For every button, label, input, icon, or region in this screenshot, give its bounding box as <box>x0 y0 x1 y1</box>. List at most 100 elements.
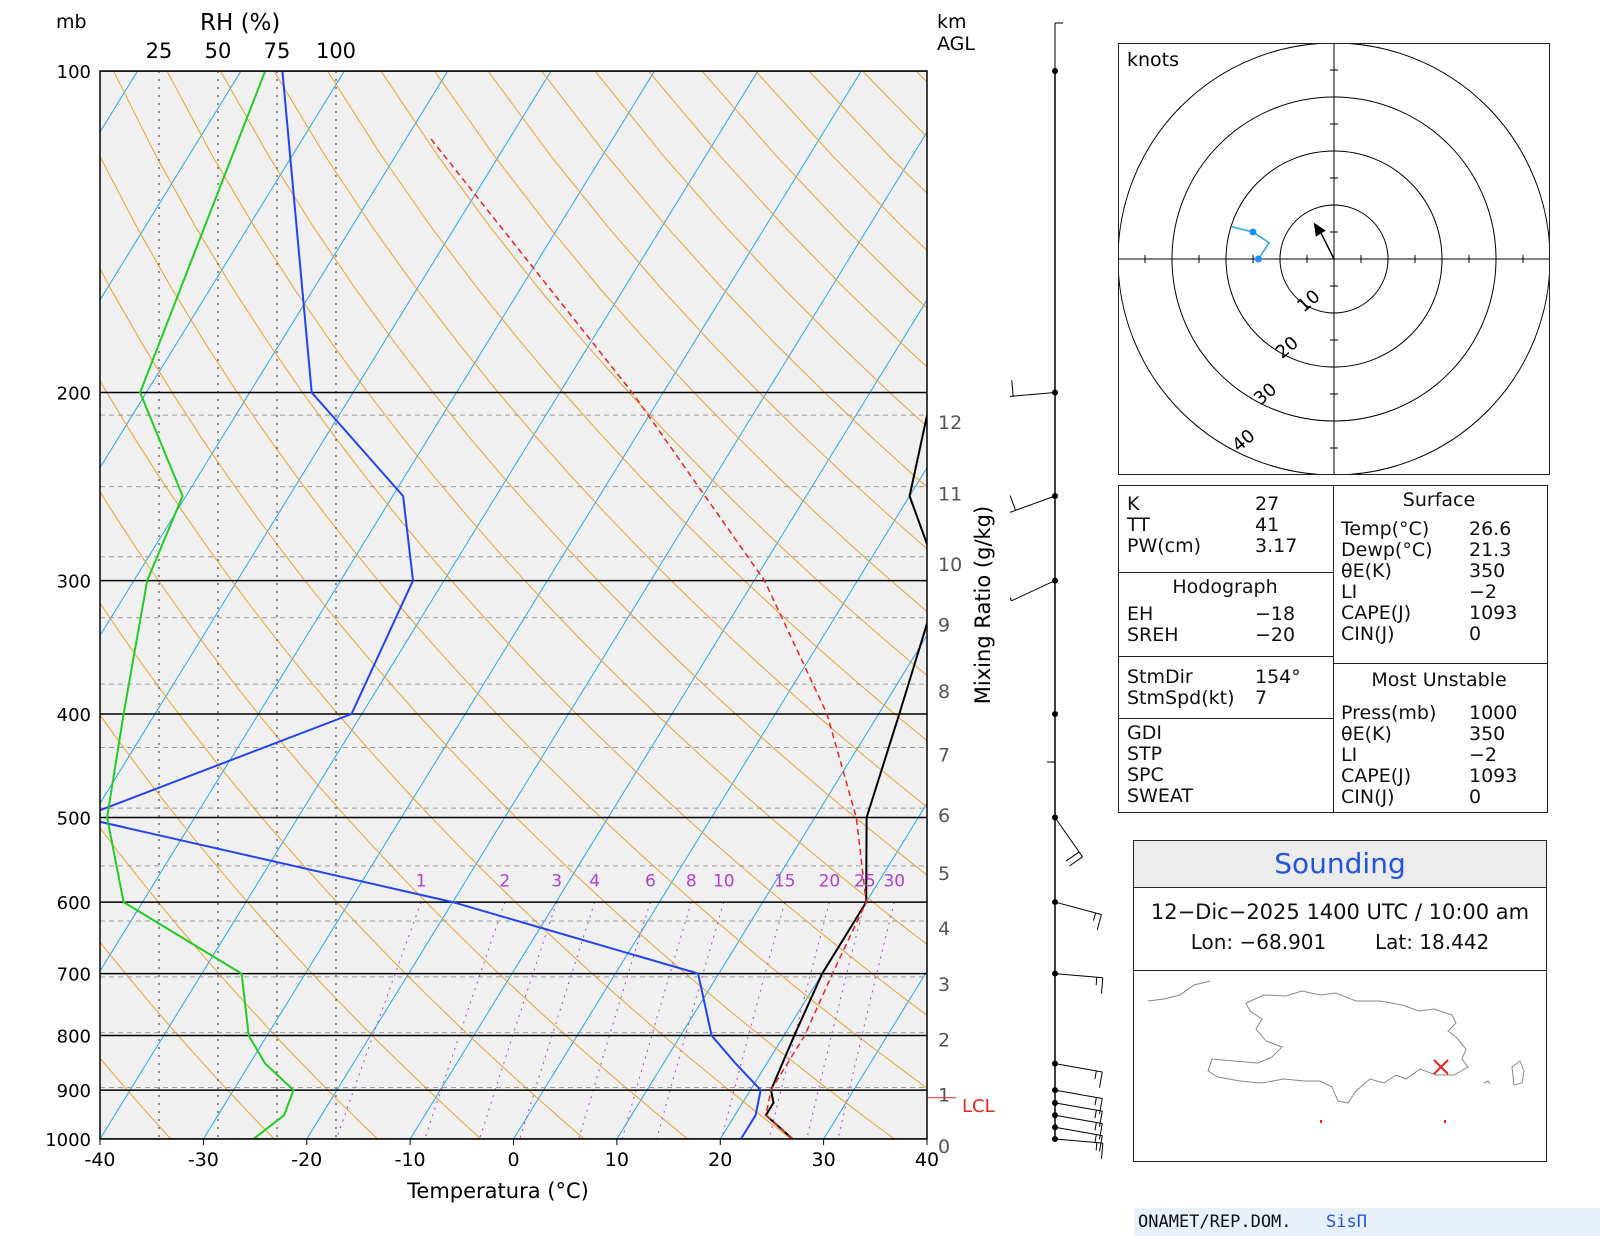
index-row: Dewp(°C) 21.3 <box>1341 540 1537 561</box>
isotherm-line <box>100 71 655 973</box>
x-tick-label: 40 <box>915 1149 939 1171</box>
index-value: 350 <box>1469 723 1506 745</box>
other-index-list: GDI STP SPC SWEAT <box>1119 719 1333 807</box>
rh-tick-label: 50 <box>205 39 232 63</box>
isotherm-line <box>100 71 449 637</box>
footer-org: ONAMET/REP.DOM. <box>1138 1212 1292 1232</box>
index-label: CIN(J) <box>1341 623 1395 645</box>
mixing-ratio-tick-label: 25 <box>854 871 876 891</box>
wind-barb-feather <box>1011 380 1014 397</box>
rh-axis-label: RH (%) <box>200 10 280 36</box>
sounding-lat: Lat: 18.442 <box>1374 930 1490 954</box>
storm-motion-arrowhead <box>1313 222 1326 237</box>
hodograph-ring-label: 20 <box>1272 332 1303 363</box>
index-label: Dewp(°C) <box>1341 539 1433 561</box>
x-tick-label: -10 <box>395 1149 426 1171</box>
hodograph-point <box>1254 255 1262 263</box>
index-value: 27 <box>1255 493 1280 515</box>
wind-barb-feather <box>1096 914 1102 931</box>
index-label: StmSpd(kt) <box>1127 687 1235 709</box>
dry-adiabat-line <box>100 155 927 1089</box>
mixing-ratio-tick-label: 10 <box>713 871 735 891</box>
wind-barb-feather <box>1010 495 1017 511</box>
wind-barb-feather <box>1098 1071 1103 1088</box>
index-value: 0 <box>1469 623 1482 645</box>
mixing-ratio-tick-label: 20 <box>819 871 841 891</box>
dry-adiabat-line <box>327 71 927 742</box>
location-marker <box>1433 1059 1449 1075</box>
dry-adiabat-line <box>434 71 927 613</box>
wind-barb-staff <box>1054 1102 1103 1112</box>
index-row: LI −2 <box>1341 582 1537 603</box>
footer: ONAMET/REP.DOM. SisΠ <box>1134 1208 1600 1236</box>
km-tick-label: 12 <box>938 412 962 434</box>
map-dot <box>1444 1120 1446 1123</box>
index-value: 7 <box>1255 687 1268 709</box>
wind-barb-staff <box>1054 901 1102 915</box>
wind-barb-half-feather <box>1094 1097 1097 1106</box>
sounding-panel: Sounding 12−Dic−2025 1400 UTC / 10:00 am… <box>1133 840 1547 1162</box>
km-tick-label: 6 <box>938 805 950 827</box>
mixing-ratio-line <box>721 901 786 1139</box>
sounding-lon: Lon: −68.901 <box>1190 930 1327 954</box>
hodograph-index-list: EH −18 SREH −20 <box>1127 598 1323 646</box>
index-value: 3.17 <box>1255 535 1298 557</box>
mixing-ratio-tick-label: 3 <box>551 871 562 891</box>
km-tick-label: 11 <box>938 484 962 506</box>
wind-barb-staff <box>1054 817 1083 858</box>
wind-barb <box>1054 1063 1103 1088</box>
dry-adiabat-line <box>100 1057 172 1139</box>
series-layer <box>100 71 927 1139</box>
wind-barb <box>1054 817 1083 867</box>
wind-barb-staff <box>1054 1126 1103 1137</box>
pressure-tick-label: 700 <box>57 965 91 986</box>
index-label: EH <box>1127 603 1154 625</box>
dry-adiabat-line <box>380 71 927 677</box>
hodograph-box-title: Hodograph <box>1172 576 1278 598</box>
wind-barb <box>1054 1114 1103 1140</box>
dry-adiabat-line <box>113 71 927 1017</box>
index-row: CIN(J) 0 <box>1341 624 1537 645</box>
index-label: STP <box>1127 743 1163 765</box>
index-label: K <box>1127 493 1140 515</box>
index-label: Press(mb) <box>1341 702 1437 724</box>
x-tick-label: 0 <box>507 1149 519 1171</box>
km-tick-label: 2 <box>938 1030 950 1052</box>
index-row: Temp(°C) 26.6 <box>1341 519 1537 540</box>
wind-barb-half-feather <box>1095 1142 1098 1151</box>
wind-barb-staff <box>1054 1089 1103 1099</box>
hodograph-trace <box>1231 225 1271 260</box>
isotherm-line <box>306 131 927 1139</box>
index-row: θE(K) 350 <box>1341 561 1537 582</box>
wind-barb <box>1010 380 1056 397</box>
wind-barb <box>1010 580 1056 602</box>
index-row: CIN(J) 0 <box>1341 787 1537 808</box>
index-list: K 27 TT 41 PW(cm) 3.17 <box>1119 486 1333 573</box>
mixing-ratio-tick-label: 1 <box>416 871 427 891</box>
index-value: −2 <box>1469 744 1498 766</box>
index-value: 1093 <box>1469 602 1518 624</box>
hodograph-ring <box>1225 150 1443 368</box>
dry-adiabat-line <box>915 71 927 83</box>
index-label: PW(cm) <box>1127 535 1202 557</box>
dry-adiabat-line <box>100 826 378 1139</box>
mixing-ratio-tick-label: 4 <box>589 871 600 891</box>
most-unstable-list: Press(mb) 1000 θE(K) 350 LI −2 CAPE(J) 1093 CIN(… <box>1341 703 1537 808</box>
index-label: CIN(J) <box>1341 786 1395 808</box>
hodograph-ring-label: 40 <box>1228 425 1259 456</box>
surface-list: Temp(°C) 26.6 Dewp(°C) 21.3 θE(K) 350 LI −2 CAPE… <box>1341 519 1537 645</box>
isotherm-line <box>823 970 927 1139</box>
index-label: θE(K) <box>1341 723 1392 745</box>
surface-box: Surface Temp(°C) 26.6 Dewp(°C) 21.3 θE(K) 350… <box>1333 486 1547 664</box>
km-tick-label: 1 <box>938 1085 950 1107</box>
puerto-rico-coastline <box>1511 1060 1525 1086</box>
grid-layer <box>100 71 927 1139</box>
dry-adiabat-line <box>100 490 689 1139</box>
km-tick-label: 0 <box>938 1136 950 1158</box>
isotherm-line <box>409 299 927 1139</box>
hodograph-ring <box>1171 96 1497 422</box>
wind-barb <box>1054 1089 1103 1115</box>
index-row: LI −2 <box>1341 745 1537 766</box>
